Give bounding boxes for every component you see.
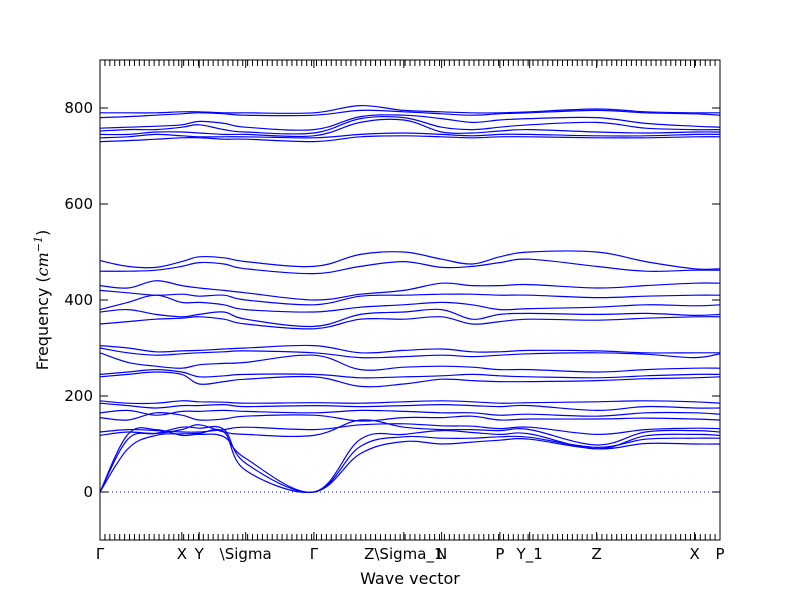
band-line-13 bbox=[99, 347, 721, 359]
x-axis-title: Wave vector bbox=[360, 569, 460, 588]
y-axis-unit-exponent: −1 bbox=[32, 236, 45, 252]
y-tick-label: 200 bbox=[64, 387, 93, 405]
band-line-22 bbox=[99, 135, 721, 143]
x-tick-label: P bbox=[715, 545, 724, 563]
plot-frame bbox=[99, 59, 721, 541]
band-line-12 bbox=[99, 352, 721, 373]
x-tick-label: Y bbox=[194, 545, 205, 563]
band-line-9 bbox=[99, 400, 721, 405]
band-line-27 bbox=[99, 109, 721, 119]
band-line-26 bbox=[99, 114, 721, 131]
x-tick-label: X bbox=[177, 545, 187, 563]
band-line-11 bbox=[99, 369, 721, 379]
y-axis-title-close: ) bbox=[33, 230, 52, 236]
y-axis-title-text: Frequency bbox=[33, 288, 52, 371]
band-line-25 bbox=[99, 115, 721, 135]
band-line-16 bbox=[99, 308, 721, 328]
y-tick-label: 400 bbox=[64, 291, 93, 309]
y-axis-title: Frequency (cm−1) bbox=[32, 230, 53, 371]
y-tick-label: 0 bbox=[83, 483, 93, 501]
x-tick-label: N bbox=[436, 545, 447, 563]
band-line-3 bbox=[99, 427, 721, 493]
x-ticks: Γ X Y \Sigma Γ Z\Sigma_1N P Y_1 Z X P bbox=[96, 60, 725, 564]
x-tick-label: Γ bbox=[310, 545, 319, 563]
x-tick-label: Z\Sigma_1 bbox=[364, 545, 443, 564]
x-tick-label: X bbox=[689, 545, 699, 563]
x-tick-label: \Sigma bbox=[220, 545, 272, 563]
y-tick-label: 800 bbox=[64, 99, 93, 117]
band-line-5 bbox=[99, 423, 721, 436]
y-ticks: 0 200 400 600 800 bbox=[64, 99, 720, 501]
band-line-14 bbox=[99, 344, 720, 354]
band-line-28 bbox=[100, 104, 721, 114]
y-axis-title-open: ( bbox=[33, 276, 52, 282]
y-tick-label: 600 bbox=[64, 195, 93, 213]
band-line-21 bbox=[99, 250, 721, 270]
band-line-19 bbox=[99, 280, 721, 301]
band-line-10 bbox=[99, 371, 721, 388]
band-line-2 bbox=[99, 425, 721, 493]
band-line-4 bbox=[99, 419, 721, 446]
band-lines bbox=[99, 104, 721, 494]
band-line-6 bbox=[99, 411, 721, 422]
x-tick-label: Z bbox=[591, 545, 601, 563]
band-line-20 bbox=[99, 258, 721, 275]
y-axis-unit: cm bbox=[33, 252, 52, 276]
band-line-17 bbox=[99, 294, 721, 313]
band-line-23 bbox=[99, 132, 721, 139]
x-tick-label: Y_1 bbox=[516, 545, 543, 564]
band-line-15 bbox=[99, 316, 721, 330]
x-tick-label: P bbox=[495, 545, 504, 563]
band-line-7 bbox=[99, 409, 721, 417]
band-line-8 bbox=[99, 402, 721, 412]
band-line-1 bbox=[99, 428, 721, 494]
band-line-18 bbox=[99, 289, 721, 306]
x-tick-label: Γ bbox=[96, 545, 105, 563]
band-line-24 bbox=[99, 118, 721, 138]
